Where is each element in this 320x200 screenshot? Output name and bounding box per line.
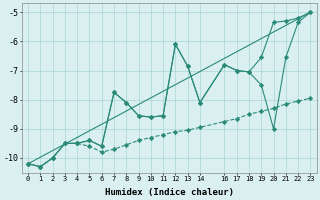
X-axis label: Humidex (Indice chaleur): Humidex (Indice chaleur)	[105, 188, 234, 197]
